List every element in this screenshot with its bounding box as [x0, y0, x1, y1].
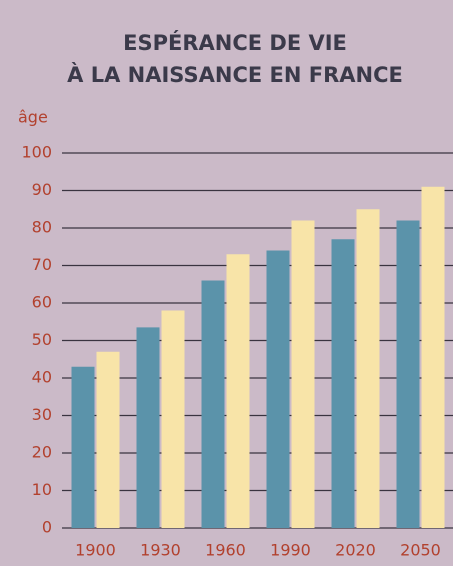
bar	[136, 327, 160, 528]
y-tick-label: 40	[32, 368, 52, 387]
bar	[161, 310, 185, 528]
y-tick-label: 70	[32, 255, 52, 274]
y-tick-label: 30	[32, 405, 52, 424]
y-tick-label: 90	[32, 180, 52, 199]
x-tick-label: 2020	[335, 541, 376, 560]
x-tick-label: 1930	[140, 541, 181, 560]
bar	[331, 239, 355, 528]
x-tick-label: 1960	[205, 541, 246, 560]
bar	[226, 254, 250, 528]
bar	[266, 250, 290, 528]
chart-title: ESPÉRANCE DE VIE	[123, 30, 347, 55]
bar	[71, 366, 95, 528]
chart-title: À LA NAISSANCE EN FRANCE	[67, 62, 403, 87]
y-tick-label: 10	[32, 480, 52, 499]
bar	[421, 186, 445, 528]
bar	[291, 220, 315, 528]
bar	[201, 280, 225, 528]
x-tick-label: 1990	[270, 541, 311, 560]
x-tick-label: 2050	[400, 541, 441, 560]
x-tick-label: 1900	[75, 541, 116, 560]
y-tick-label: 60	[32, 293, 52, 312]
y-tick-label: 50	[32, 330, 52, 349]
y-axis-label: âge	[18, 108, 48, 127]
y-tick-label: 100	[21, 143, 52, 162]
y-tick-label: 80	[32, 218, 52, 237]
bar	[356, 209, 380, 528]
bar	[96, 351, 120, 528]
y-tick-label: 20	[32, 443, 52, 462]
y-tick-label: 0	[42, 518, 52, 537]
bar	[396, 220, 420, 528]
